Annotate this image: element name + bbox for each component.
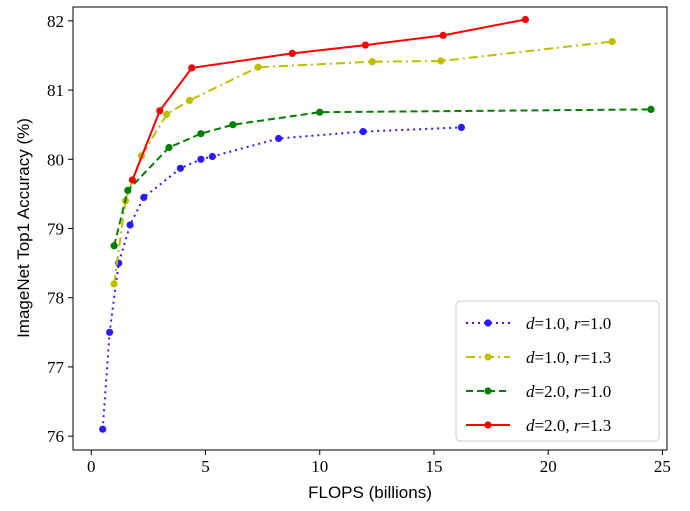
legend-marker	[484, 353, 492, 361]
data-point	[521, 15, 530, 24]
y-axis-label: ImageNet Top1 Accuracy (%)	[14, 118, 33, 338]
data-point	[126, 221, 134, 229]
data-point	[163, 110, 171, 118]
data-point	[185, 96, 194, 104]
data-point	[110, 242, 118, 250]
legend-box	[455, 300, 660, 442]
data-point	[288, 49, 296, 58]
legend-label: d=1.0, r=1.0	[526, 314, 611, 333]
series-line	[113, 108, 652, 247]
data-point	[437, 57, 445, 65]
y-tick-label: 79	[47, 220, 64, 239]
data-point	[106, 328, 114, 336]
data-point	[188, 64, 196, 72]
data-point	[140, 193, 148, 201]
data-point	[361, 41, 369, 49]
series-line	[113, 40, 613, 285]
data-point	[128, 176, 136, 184]
data-point	[647, 105, 655, 113]
legend-label: d=1.0, r=1.3	[526, 348, 611, 367]
data-point	[165, 143, 173, 152]
data-point	[316, 108, 324, 116]
legend-entry: d=2.0, r=1.0	[466, 382, 611, 401]
series-3	[110, 105, 655, 250]
series-1	[99, 123, 465, 433]
data-point	[156, 107, 164, 115]
data-point	[99, 425, 107, 433]
legend-entry: d=1.0, r=1.3	[466, 348, 611, 367]
data-point	[197, 155, 205, 163]
data-point	[608, 38, 616, 46]
x-axis-label: FLOPS (billions)	[308, 483, 432, 502]
series-lines	[99, 15, 655, 433]
data-point	[110, 280, 118, 288]
legend: d=1.0, r=1.0 d=1.0, r=1.3 d=2.0, r=1.0 d=2.…	[455, 300, 660, 442]
legend-label: d=2.0, r=1.3	[526, 416, 611, 435]
series-4	[128, 15, 530, 184]
y-tick-label: 77	[47, 358, 65, 377]
x-tick-label: 10	[311, 457, 328, 476]
axis-ticks: 0 5 10 15 20 25 76 77 78 79 80 81 82	[47, 12, 671, 476]
series-line	[101, 126, 462, 430]
x-tick-label: 15	[425, 457, 442, 476]
data-point	[176, 164, 184, 172]
legend-label: d=2.0, r=1.0	[526, 382, 611, 401]
data-point	[457, 123, 465, 131]
x-tick-label: 25	[654, 457, 671, 476]
y-tick-label: 78	[47, 289, 64, 308]
legend-marker	[484, 421, 492, 429]
y-tick-label: 80	[47, 150, 64, 169]
legend-entry: d=1.0, r=1.0	[466, 314, 611, 333]
x-tick-label: 20	[540, 457, 557, 476]
data-point	[275, 134, 283, 143]
x-tick-label: 5	[201, 457, 210, 476]
data-point	[208, 152, 216, 161]
data-point	[197, 130, 205, 138]
data-point	[254, 63, 262, 71]
legend-marker	[484, 319, 492, 327]
data-point	[368, 58, 376, 66]
legend-entry: d=2.0, r=1.3	[466, 416, 611, 435]
data-point	[359, 128, 367, 136]
x-tick-label: 0	[87, 457, 96, 476]
y-tick-label: 82	[47, 12, 64, 31]
legend-marker	[484, 387, 492, 395]
data-point	[439, 31, 447, 39]
y-tick-label: 81	[47, 81, 64, 100]
data-point	[124, 186, 132, 194]
y-tick-label: 76	[47, 427, 64, 446]
data-point	[229, 121, 237, 129]
